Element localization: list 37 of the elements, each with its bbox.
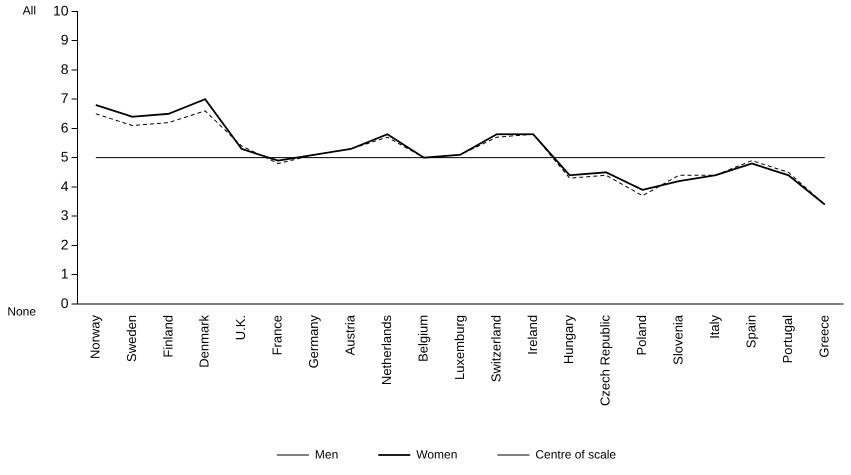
x-tick-label: Luxemburg bbox=[452, 314, 467, 380]
legend-label: Men bbox=[314, 447, 338, 462]
x-tick-label: Norway bbox=[87, 314, 102, 360]
y-tick-label: 7 bbox=[60, 90, 69, 106]
x-tick-label: Italy bbox=[707, 314, 722, 339]
x-tick-label: Czech Republic bbox=[598, 314, 613, 406]
x-tick-label: France bbox=[270, 314, 285, 356]
y-tick-label: 3 bbox=[60, 207, 69, 224]
x-tick-label: Finland bbox=[160, 314, 176, 358]
y-tick-label: 5 bbox=[60, 148, 69, 165]
x-tick-label: Austria bbox=[342, 314, 358, 356]
x-tick-label: Portugal bbox=[780, 314, 795, 364]
y-tick-label: 2 bbox=[60, 236, 69, 252]
y-tick-label: 6 bbox=[60, 119, 69, 136]
text: All bbox=[22, 4, 36, 18]
x-tick-label: Netherlands bbox=[378, 314, 394, 386]
y-tick-label: 8 bbox=[60, 60, 69, 77]
y-tick-label: 0 bbox=[60, 294, 69, 311]
x-tick-label: U.K. bbox=[233, 314, 248, 340]
y-tick-label: 1 bbox=[60, 266, 69, 282]
x-tick-label: Belgium bbox=[415, 314, 430, 362]
y-tick-label: 9 bbox=[60, 32, 69, 48]
x-tick-label: Greece bbox=[816, 314, 832, 358]
legend-label: Women bbox=[416, 447, 458, 462]
legend-label: Centre of scale bbox=[535, 447, 616, 462]
y-tick-label: 4 bbox=[60, 178, 69, 194]
x-tick-label: Poland bbox=[634, 314, 650, 356]
x-tick-label: Hungary bbox=[561, 314, 576, 364]
x-tick-label: Germany bbox=[306, 314, 322, 368]
x-tick-label: Slovenia bbox=[670, 314, 686, 365]
y-tick-label: 10 bbox=[52, 2, 69, 18]
x-tick-label: Denmark bbox=[196, 314, 212, 368]
x-tick-label: Switzerland bbox=[488, 314, 504, 382]
x-tick-label: Ireland bbox=[524, 314, 540, 355]
x-tick-label: Sweden bbox=[124, 314, 139, 362]
x-tick-label: Spain bbox=[743, 314, 758, 348]
text: None bbox=[7, 304, 36, 318]
